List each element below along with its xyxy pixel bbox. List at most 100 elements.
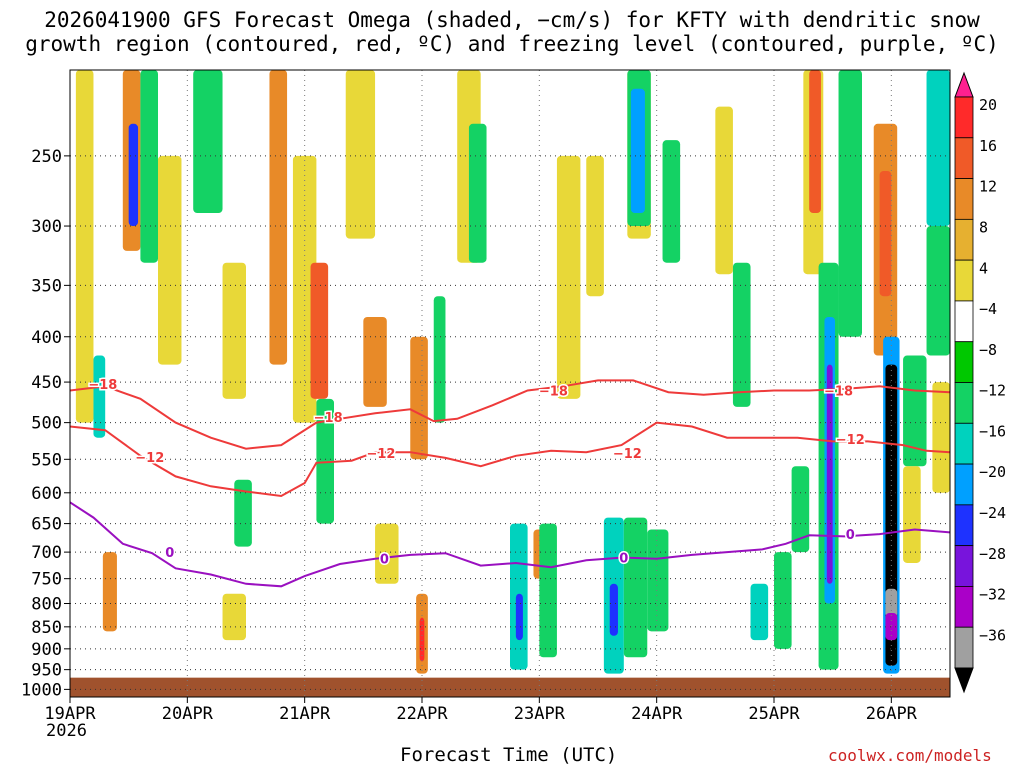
y-tick-label: 300 [31, 217, 62, 237]
colorbar-segment [954, 218, 974, 261]
colorbar-segment [954, 586, 974, 628]
omega-cell [623, 517, 648, 658]
omega-cell [732, 262, 751, 407]
colorbar-segment [954, 178, 974, 220]
omega-shading [70, 70, 950, 697]
isotherm-label: 0 [380, 553, 389, 568]
omega-cell [363, 317, 387, 407]
colorbar-segment [954, 463, 974, 506]
omega-cell [791, 466, 810, 553]
colorbar-label: −20 [979, 463, 1006, 481]
omega-cell [809, 70, 821, 213]
colorbar-segment [954, 545, 974, 587]
omega-cell [310, 262, 329, 399]
colorbar-label: −4 [979, 300, 997, 318]
y-tick-label: 250 [31, 147, 62, 167]
chart-title-line-1: 2026041900 GFS Forecast Omega (shaded, −… [44, 8, 980, 32]
omega-cell [879, 170, 892, 297]
omega-cell [234, 479, 252, 547]
x-tick-label: 24APR [631, 704, 683, 724]
colorbar-label: −8 [979, 341, 997, 359]
isotherm-label: 0 [165, 546, 174, 561]
colorbar-segment [954, 382, 974, 424]
omega-cell [375, 523, 399, 584]
omega-cell [903, 355, 927, 467]
omega-cell [556, 155, 581, 399]
y-tick-label: 700 [31, 543, 62, 563]
y-tick-label: 800 [31, 595, 62, 615]
colorbar-segment [954, 96, 974, 139]
omega-cell [926, 226, 950, 356]
credit-text: coolwx.com/models [828, 746, 992, 765]
omega-cell [932, 382, 950, 493]
colorbar-label: 8 [979, 219, 988, 237]
omega-cell [774, 552, 792, 649]
omega-cell [838, 70, 862, 337]
omega-cell [715, 106, 733, 275]
omega-cell [926, 70, 950, 227]
omega-cell [826, 364, 833, 584]
colorbar-label: −32 [979, 586, 1006, 604]
x-tick-label: 19APR [44, 704, 96, 724]
isotherm-label: −12 [613, 447, 642, 462]
omega-cell [885, 588, 898, 618]
x-tick-label: 23APR [514, 704, 566, 724]
y-tick-label: 550 [31, 450, 62, 470]
x-tick-label: 22APR [396, 704, 448, 724]
y-tick-label: 650 [31, 515, 62, 535]
colorbar-label: 4 [979, 259, 988, 277]
y-tick-label: 950 [31, 661, 62, 681]
x-axis-title: Forecast Time (UTC) [400, 744, 618, 766]
omega-cell [222, 262, 246, 399]
y-tick-label: 750 [31, 570, 62, 590]
omega-cell [419, 617, 425, 662]
y-tick-label: 850 [31, 618, 62, 638]
omega-cell [647, 529, 669, 632]
omega-cell [128, 123, 139, 227]
colorbar-segment [954, 300, 974, 343]
omega-cell [539, 523, 557, 658]
isotherm-label: 0 [846, 528, 855, 543]
colorbar-label: −12 [979, 382, 1006, 400]
omega-cell [158, 155, 182, 365]
colorbar-label: −28 [979, 545, 1006, 563]
colorbar-segment [954, 504, 974, 547]
gridlines [69, 70, 950, 697]
y-tick-label: 500 [31, 414, 62, 434]
omega-cell [433, 296, 446, 423]
isotherm-label: −18 [314, 411, 343, 426]
omega-cell [609, 583, 618, 636]
isotherm-label: −12 [836, 433, 865, 448]
colorbar-top-arrow [954, 71, 974, 98]
isotherm-label: −18 [539, 385, 568, 400]
colorbar-segment [954, 341, 974, 383]
freezing-level-line [70, 501, 950, 588]
isotherm-label: −18 [88, 378, 117, 393]
isotherm-minus18-line [70, 379, 950, 450]
colorbar-label: 20 [979, 96, 997, 114]
y-tick-label: 400 [31, 328, 62, 348]
omega-cell [102, 552, 117, 632]
isotherm-label: −12 [135, 451, 164, 466]
ground-below-surface [70, 677, 950, 697]
isotherm-minus12-line [70, 421, 950, 498]
isotherm-label: −12 [366, 447, 395, 462]
colorbar-segment [954, 259, 974, 302]
omega-cell [750, 583, 769, 641]
chart-title-line-2: growth region (contoured, red, ºC) and f… [25, 32, 999, 56]
omega-cell [269, 70, 288, 365]
colorbar-label: −16 [979, 422, 1006, 440]
colorbar-label: −24 [979, 504, 1006, 522]
omega-cell [662, 140, 681, 263]
omega-cell [468, 123, 487, 263]
colorbar-label: −36 [979, 626, 1006, 644]
y-tick-label: 600 [31, 484, 62, 504]
omega-cell [410, 336, 428, 460]
colorbar-segment [954, 626, 974, 669]
omega-cell [345, 70, 376, 239]
y-tick-label: 450 [31, 373, 62, 393]
x-tick-label: 25APR [748, 704, 800, 724]
omega-cell [630, 88, 645, 213]
colorbar-bottom-arrow [954, 667, 974, 694]
